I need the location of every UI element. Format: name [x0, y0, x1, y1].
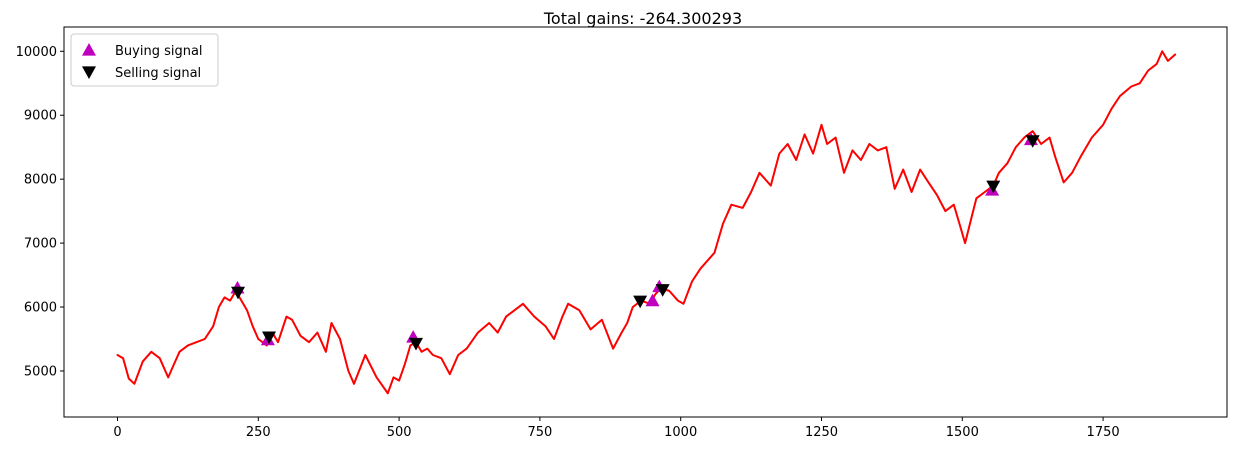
x-tick-label: 750 [527, 425, 552, 440]
y-tick-label: 9000 [24, 109, 57, 124]
y-tick-label: 10000 [16, 45, 57, 60]
legend: Buying signal Selling signal [70, 33, 219, 87]
legend-buy-marker-icon [82, 43, 96, 56]
x-tick-label: 1750 [1087, 425, 1120, 440]
sell-signal-marker [633, 295, 648, 309]
x-tick-label: 0 [113, 425, 121, 440]
y-tick-label: 7000 [24, 237, 57, 252]
chart-title: Total gains: -264.300293 [543, 9, 742, 28]
x-axis: 0 250 500 750 1000 1250 1500 1750 [113, 417, 1120, 440]
marker-layer [230, 132, 1040, 351]
x-tick-label: 1000 [664, 425, 697, 440]
sell-signal-marker [231, 286, 246, 300]
y-tick-label: 5000 [24, 364, 57, 379]
plot-area [63, 26, 1228, 418]
legend-sell-marker-icon [82, 66, 96, 79]
sell-signal-marker [408, 337, 423, 351]
y-axis: 5000 6000 7000 8000 9000 10000 [16, 45, 64, 379]
x-tick-label: 1250 [805, 425, 838, 440]
buy-signal-marker [645, 293, 660, 307]
legend-buy-label: Buying signal [115, 44, 203, 59]
legend-box [70, 33, 219, 87]
legend-sell-label: Selling signal [115, 66, 201, 81]
sell-signal-marker [262, 331, 277, 345]
y-tick-label: 8000 [24, 173, 57, 188]
x-tick-label: 1500 [946, 425, 979, 440]
sell-signal-marker [655, 284, 670, 297]
sell-signal-marker [986, 180, 1001, 194]
x-tick-label: 250 [246, 425, 271, 440]
sell-signal-marker [1025, 135, 1040, 148]
y-tick-label: 6000 [24, 301, 57, 316]
x-tick-label: 500 [387, 425, 412, 440]
